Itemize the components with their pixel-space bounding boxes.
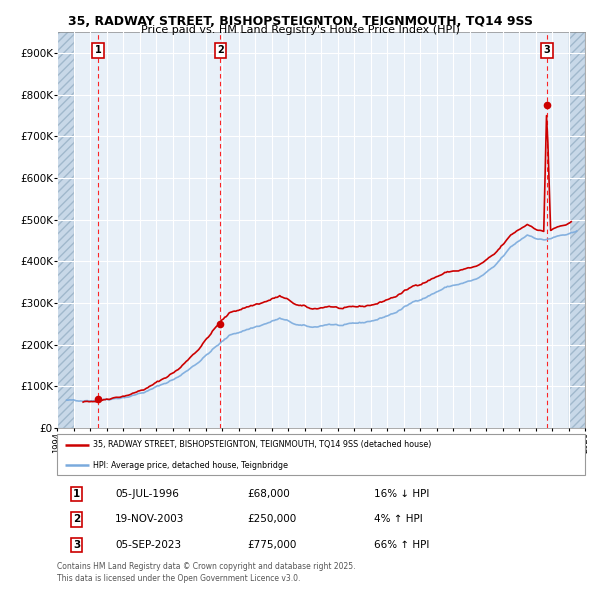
Text: 19-NOV-2003: 19-NOV-2003 xyxy=(115,514,184,525)
Text: 05-SEP-2023: 05-SEP-2023 xyxy=(115,540,181,550)
Text: 2: 2 xyxy=(73,514,80,525)
Text: 2: 2 xyxy=(217,45,224,55)
Text: £68,000: £68,000 xyxy=(247,489,290,499)
Text: 35, RADWAY STREET, BISHOPSTEIGNTON, TEIGNMOUTH, TQ14 9SS (detached house): 35, RADWAY STREET, BISHOPSTEIGNTON, TEIG… xyxy=(93,440,431,450)
Text: HPI: Average price, detached house, Teignbridge: HPI: Average price, detached house, Teig… xyxy=(93,461,288,470)
Text: 05-JUL-1996: 05-JUL-1996 xyxy=(115,489,179,499)
Text: 66% ↑ HPI: 66% ↑ HPI xyxy=(374,540,429,550)
Text: 4% ↑ HPI: 4% ↑ HPI xyxy=(374,514,422,525)
Text: Price paid vs. HM Land Registry's House Price Index (HPI): Price paid vs. HM Land Registry's House … xyxy=(140,25,460,35)
Text: 3: 3 xyxy=(544,45,550,55)
Text: 3: 3 xyxy=(73,540,80,550)
Text: 16% ↓ HPI: 16% ↓ HPI xyxy=(374,489,429,499)
Text: 1: 1 xyxy=(73,489,80,499)
Text: Contains HM Land Registry data © Crown copyright and database right 2025.
This d: Contains HM Land Registry data © Crown c… xyxy=(57,562,355,583)
Text: £250,000: £250,000 xyxy=(247,514,296,525)
FancyBboxPatch shape xyxy=(57,434,585,475)
Text: 1: 1 xyxy=(95,45,101,55)
Text: £775,000: £775,000 xyxy=(247,540,296,550)
Text: 35, RADWAY STREET, BISHOPSTEIGNTON, TEIGNMOUTH, TQ14 9SS: 35, RADWAY STREET, BISHOPSTEIGNTON, TEIG… xyxy=(67,15,533,28)
